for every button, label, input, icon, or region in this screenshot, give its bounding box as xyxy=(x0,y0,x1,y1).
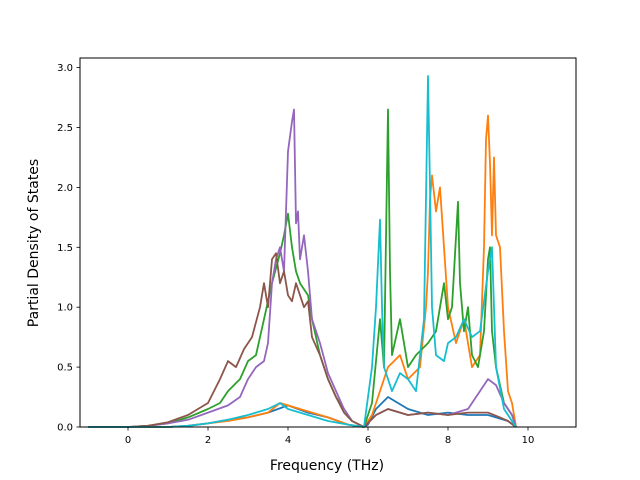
y-tick-label: 1.5 xyxy=(57,243,73,254)
x-tick-label: 8 xyxy=(445,435,451,446)
y-axis-title: Partial Density of States xyxy=(26,159,42,327)
series-line-2 xyxy=(88,114,517,428)
series-line-5 xyxy=(88,252,517,428)
series-layer xyxy=(88,75,517,428)
plot-frame xyxy=(79,57,577,428)
x-tick-label: 4 xyxy=(285,435,291,446)
y-tick-label: 3.0 xyxy=(57,63,73,74)
y-tick-label: 0.0 xyxy=(57,423,73,434)
y-tick-label: 2.5 xyxy=(57,123,73,134)
y-tick-label: 2.0 xyxy=(57,183,73,194)
series-line-3 xyxy=(88,108,517,428)
y-tick-label: 0.5 xyxy=(57,363,73,374)
x-tick-label: 6 xyxy=(365,435,371,446)
x-tick-label: 0 xyxy=(125,435,131,446)
x-axis: 0 2 4 6 8 10 xyxy=(125,427,535,446)
y-tick-label: 1.0 xyxy=(57,303,73,314)
x-axis-title: Frequency (THz) xyxy=(270,458,384,474)
y-axis: 0.0 0.5 1.0 1.5 2.0 2.5 3.0 xyxy=(57,63,80,434)
x-tick-label: 2 xyxy=(205,435,211,446)
x-tick-label: 10 xyxy=(522,435,535,446)
series-line-6 xyxy=(88,75,517,428)
